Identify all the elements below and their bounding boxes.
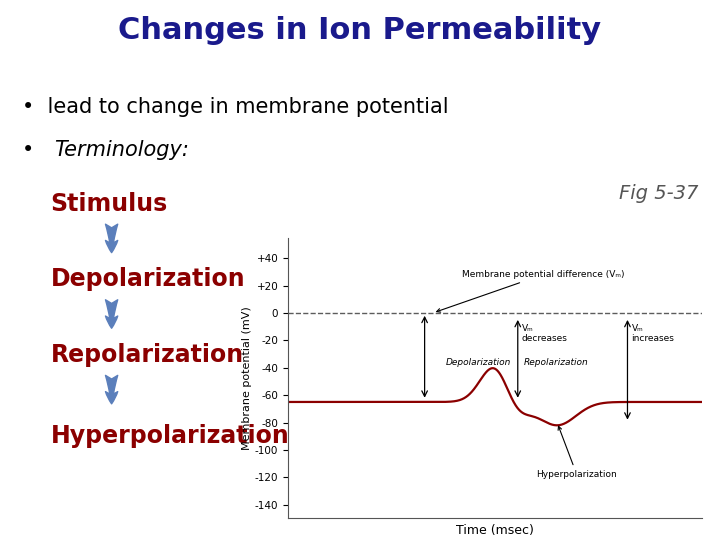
Text: Fig 5-37: Fig 5-37 <box>619 184 698 202</box>
Text: Hyperpolarization: Hyperpolarization <box>50 424 289 448</box>
Text: •  lead to change in membrane potential: • lead to change in membrane potential <box>22 97 449 117</box>
Text: Repolarization: Repolarization <box>50 343 243 367</box>
Y-axis label: Membrane potential (mV): Membrane potential (mV) <box>242 306 252 450</box>
Text: Vₘ
increases: Vₘ increases <box>631 324 675 343</box>
Text: Stimulus: Stimulus <box>50 192 168 215</box>
X-axis label: Time (msec): Time (msec) <box>456 524 534 537</box>
Text: •: • <box>22 140 47 160</box>
Text: Repolarization: Repolarization <box>524 358 589 367</box>
Text: Depolarization: Depolarization <box>445 358 510 367</box>
Text: Changes in Ion Permeability: Changes in Ion Permeability <box>118 16 602 45</box>
Text: Terminology:: Terminology: <box>54 140 189 160</box>
Text: Vₘ
decreases: Vₘ decreases <box>522 324 568 343</box>
Text: Hyperpolarization: Hyperpolarization <box>536 426 617 479</box>
Text: Depolarization: Depolarization <box>50 267 245 291</box>
Text: Membrane potential difference (Vₘ): Membrane potential difference (Vₘ) <box>437 270 624 312</box>
